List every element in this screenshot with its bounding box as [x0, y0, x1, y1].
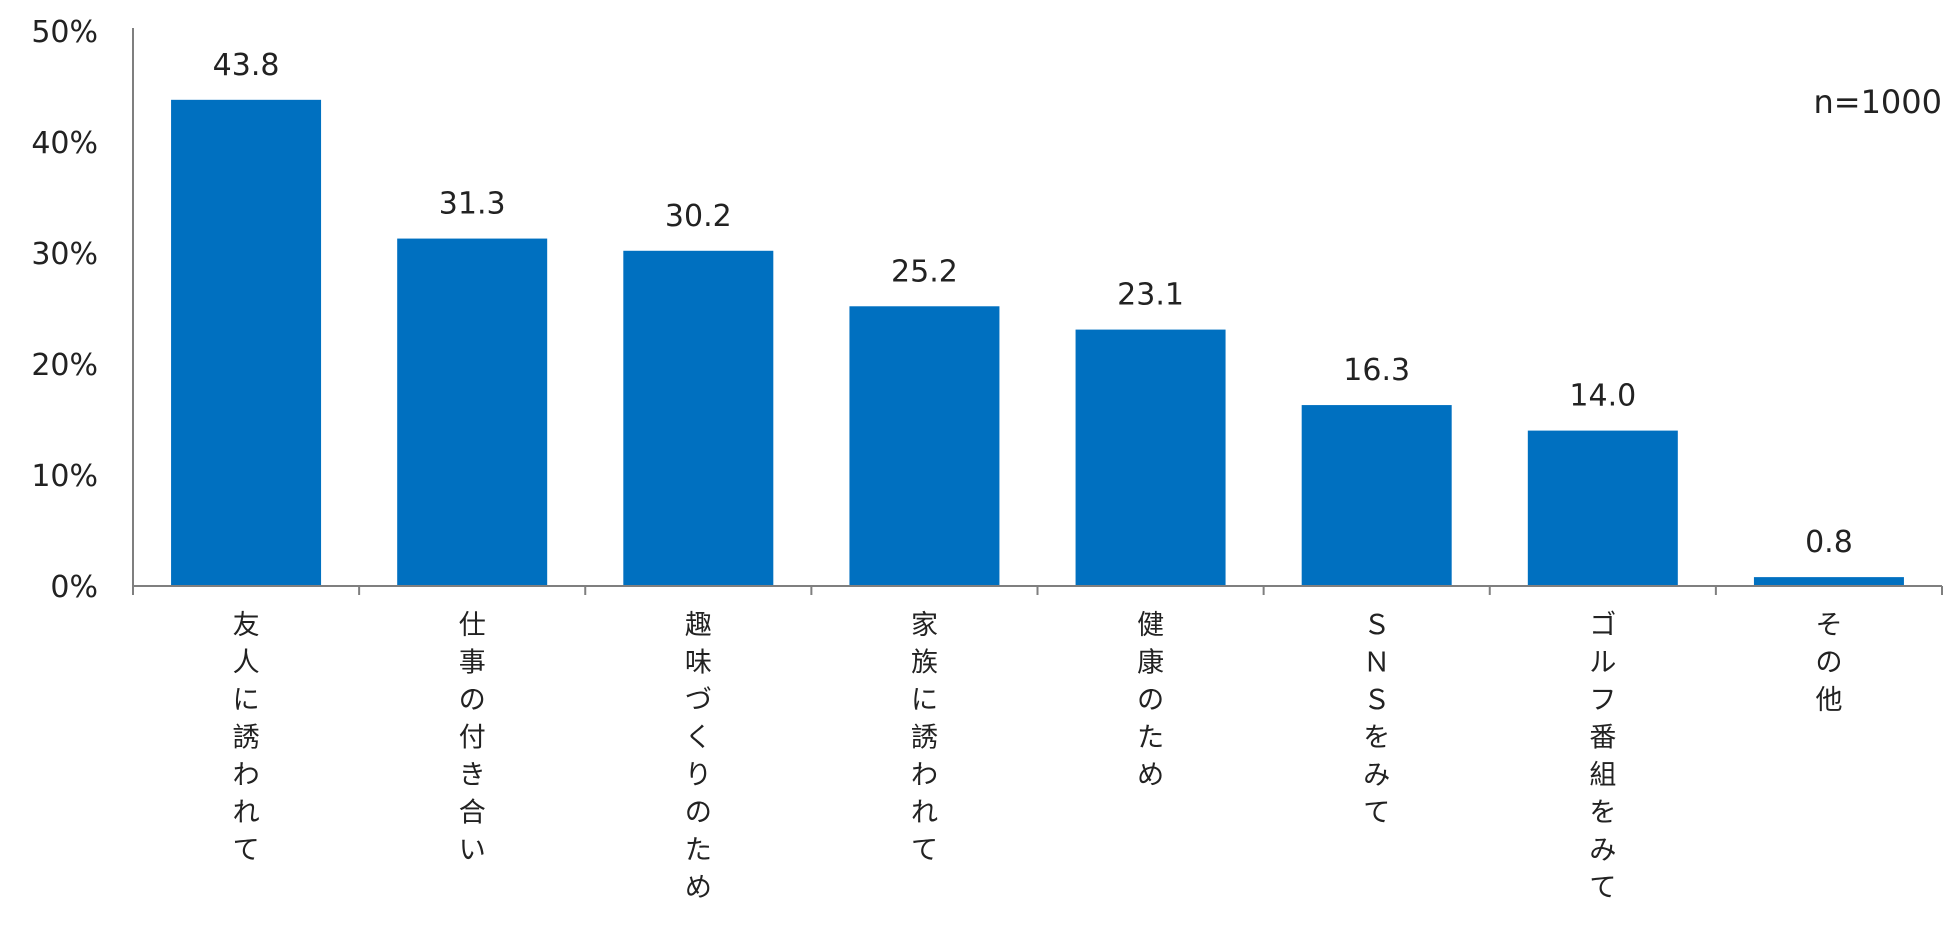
x-category-label: その他: [1815, 610, 1842, 716]
bar-value-label: 43.8: [213, 48, 280, 83]
bar: [1301, 405, 1452, 586]
x-category-label: 健康のため: [1137, 610, 1164, 791]
bar: [171, 99, 322, 586]
bar: [1753, 577, 1904, 586]
x-category-label: 友人に誘われて: [233, 610, 260, 866]
sample-size-note: n=1000: [1813, 83, 1942, 121]
bar-value-label: 0.8: [1805, 525, 1853, 560]
y-tick-label: 10%: [31, 459, 98, 494]
bar-value-label: 23.1: [1117, 278, 1184, 313]
x-category-label: ゴルフ番組をみて: [1589, 610, 1616, 904]
y-tick-label: 50%: [31, 15, 98, 50]
y-tick-label: 30%: [31, 237, 98, 272]
bar-value-label: 30.2: [665, 199, 732, 234]
y-tick-label: 40%: [31, 126, 98, 161]
x-category-label: ＳＮＳをみて: [1363, 610, 1390, 829]
x-axis-category-labels: 友人に誘われて 仕事の付き合い 趣味づくりのため 家族に誘われて 健康のため ＳＮＳをみて…: [233, 610, 1843, 904]
y-tick-label: 0%: [50, 570, 98, 605]
bar-value-label: 16.3: [1343, 353, 1410, 388]
bar: [397, 238, 548, 586]
x-category-label: 仕事の付き合い: [459, 610, 486, 866]
bar: [623, 250, 774, 586]
value-labels: 43.8 31.3 30.2 25.2 23.1 16.3 14.0 0.8: [213, 48, 1853, 560]
bars: [171, 99, 1904, 586]
bar-value-label: 25.2: [891, 254, 958, 289]
y-axis-ticks: 0% 10% 20% 30% 40% 50%: [31, 15, 98, 605]
bar: [1527, 430, 1678, 586]
axes: [132, 28, 1943, 595]
y-tick-label: 20%: [31, 348, 98, 383]
bar-value-label: 31.3: [439, 187, 506, 222]
bar-value-label: 14.0: [1569, 379, 1636, 414]
x-category-label: 趣味づくりのため: [685, 610, 712, 904]
bar: [1075, 329, 1226, 586]
bar: [849, 306, 1000, 586]
x-category-label: 家族に誘われて: [911, 610, 938, 866]
